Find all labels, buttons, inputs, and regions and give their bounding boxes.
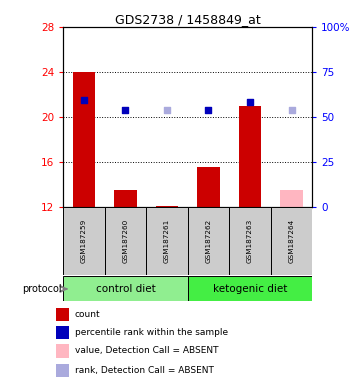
Bar: [56, 308, 69, 321]
Bar: [156, 206, 178, 207]
Bar: [105, 207, 146, 275]
Text: control diet: control diet: [96, 284, 155, 294]
Point: [205, 107, 211, 113]
Bar: [63, 207, 105, 275]
Bar: [56, 364, 69, 377]
Text: count: count: [74, 310, 100, 319]
Text: ketogenic diet: ketogenic diet: [213, 284, 287, 294]
Bar: [63, 276, 188, 301]
Point: [288, 107, 294, 113]
Text: rank, Detection Call = ABSENT: rank, Detection Call = ABSENT: [74, 366, 213, 375]
Point: [122, 107, 129, 113]
Bar: [271, 207, 312, 275]
Point: [164, 107, 170, 113]
Text: GSM187262: GSM187262: [205, 219, 212, 263]
Bar: [239, 106, 261, 207]
Bar: [188, 276, 312, 301]
Point: [81, 97, 87, 103]
Text: value, Detection Call = ABSENT: value, Detection Call = ABSENT: [74, 346, 218, 356]
Bar: [229, 207, 271, 275]
Text: percentile rank within the sample: percentile rank within the sample: [74, 328, 228, 337]
Bar: [197, 167, 220, 207]
Bar: [56, 344, 69, 358]
Bar: [114, 190, 137, 207]
Text: GSM187259: GSM187259: [81, 219, 87, 263]
Text: protocol: protocol: [22, 284, 61, 294]
Text: GSM187263: GSM187263: [247, 219, 253, 263]
Bar: [56, 326, 69, 339]
Bar: [280, 190, 303, 207]
Title: GDS2738 / 1458849_at: GDS2738 / 1458849_at: [115, 13, 261, 26]
Text: GSM187261: GSM187261: [164, 219, 170, 263]
Point: [247, 99, 253, 106]
Bar: [188, 207, 229, 275]
Bar: [73, 72, 95, 207]
Bar: [146, 207, 188, 275]
Text: GSM187264: GSM187264: [288, 219, 295, 263]
Text: GSM187260: GSM187260: [122, 219, 129, 263]
